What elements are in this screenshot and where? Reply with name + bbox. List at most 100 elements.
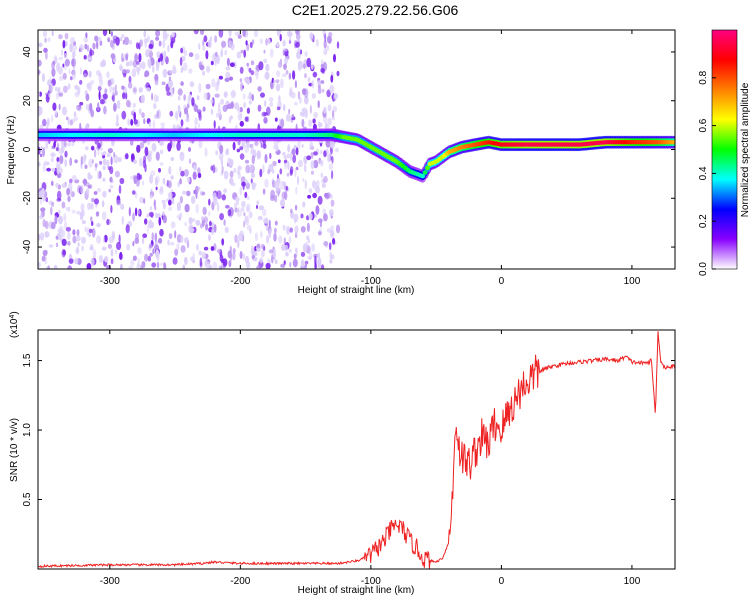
noise-speck <box>188 147 191 152</box>
noise-speck <box>47 37 51 43</box>
noise-speck <box>303 163 307 173</box>
noise-speck <box>292 258 298 268</box>
noise-speck <box>142 180 145 186</box>
noise-speck <box>172 257 178 265</box>
noise-speck <box>167 79 174 89</box>
noise-speck <box>280 263 286 268</box>
noise-speck <box>284 190 288 201</box>
noise-speck <box>274 259 278 265</box>
noise-speck <box>79 66 82 75</box>
noise-speck <box>310 64 314 70</box>
noise-speck <box>72 44 77 51</box>
noise-speck <box>56 62 61 69</box>
noise-speck <box>167 239 170 246</box>
noise-speck <box>110 205 113 214</box>
noise-speck <box>201 251 206 260</box>
noise-speck <box>202 70 205 76</box>
noise-speck <box>116 113 119 124</box>
noise-speck <box>250 246 255 256</box>
noise-speck <box>198 112 202 121</box>
spectrogram-x-axis-label: Height of straight line (km) <box>298 285 415 296</box>
noise-speck <box>172 140 176 149</box>
noise-speck <box>101 246 107 251</box>
noise-speck <box>283 260 286 265</box>
noise-speck <box>203 35 208 43</box>
noise-speck <box>130 175 134 180</box>
noise-speck <box>69 157 73 167</box>
noise-speck <box>285 113 291 122</box>
noise-speck <box>56 190 62 201</box>
snr-y-tick-label: 1.5 <box>22 353 33 367</box>
noise-speck <box>64 58 70 67</box>
noise-speck <box>333 53 336 63</box>
noise-speck <box>327 117 332 126</box>
noise-speck <box>62 72 67 80</box>
noise-speck <box>88 70 92 78</box>
noise-speck <box>188 158 192 164</box>
noise-speck <box>233 167 237 174</box>
noise-speck <box>229 177 234 185</box>
noise-speck <box>38 70 41 74</box>
noise-speck <box>155 62 160 72</box>
noise-speck <box>39 153 43 158</box>
noise-speck <box>300 259 305 268</box>
spectrogram-y-tick-label: 40 <box>22 46 33 58</box>
noise-speck <box>158 58 161 63</box>
noise-speck <box>225 66 231 71</box>
noise-speck <box>201 216 205 221</box>
noise-speck <box>152 248 155 255</box>
noise-speck <box>151 262 157 268</box>
noise-speck <box>202 206 207 216</box>
noise-speck <box>269 101 274 107</box>
noise-speck <box>138 108 142 115</box>
noise-speck <box>54 86 58 92</box>
noise-speck <box>63 213 67 222</box>
noise-speck <box>227 209 232 217</box>
noise-speck <box>184 222 188 227</box>
noise-speck <box>288 235 292 245</box>
noise-speck <box>58 34 63 40</box>
noise-speck <box>151 143 157 152</box>
noise-speck <box>71 59 75 65</box>
noise-speck <box>336 41 340 49</box>
noise-speck <box>174 248 179 256</box>
noise-speck <box>55 242 59 248</box>
noise-speck <box>239 106 243 113</box>
noise-speck <box>265 262 271 269</box>
noise-speck <box>160 122 166 127</box>
noise-speck <box>92 42 96 50</box>
noise-speck <box>143 155 147 164</box>
noise-speck <box>318 121 321 129</box>
noise-speck <box>110 248 114 257</box>
noise-speck <box>205 223 209 231</box>
noise-speck <box>118 184 122 194</box>
noise-speck <box>192 218 196 222</box>
noise-speck <box>162 215 167 224</box>
noise-speck <box>212 261 218 269</box>
noise-speck <box>170 241 175 246</box>
noise-speck <box>146 87 151 92</box>
noise-speck <box>251 94 254 101</box>
noise-speck <box>90 216 93 222</box>
noise-speck <box>161 81 166 86</box>
noise-speck <box>41 255 46 262</box>
noise-speck <box>81 220 86 225</box>
noise-speck <box>151 92 154 101</box>
noise-speck <box>51 180 54 186</box>
noise-speck <box>274 220 278 226</box>
ridge-core <box>420 174 425 179</box>
noise-speck <box>332 237 336 245</box>
noise-speck <box>54 215 58 225</box>
noise-speck <box>168 206 173 211</box>
noise-speck <box>99 40 103 46</box>
noise-speck <box>159 162 164 166</box>
noise-speck <box>239 146 244 151</box>
noise-speck <box>260 142 263 148</box>
noise-speck <box>137 247 142 255</box>
noise-speck <box>205 83 211 90</box>
colorbar: 0.0 0.2 0.4 0.6 0.8 Normalized spectral ampl… <box>698 29 750 276</box>
noise-speck <box>322 88 325 93</box>
noise-speck <box>88 232 92 238</box>
snr-x-axis: -300 -200 -100 0 100 <box>100 330 641 587</box>
noise-speck <box>61 106 68 116</box>
